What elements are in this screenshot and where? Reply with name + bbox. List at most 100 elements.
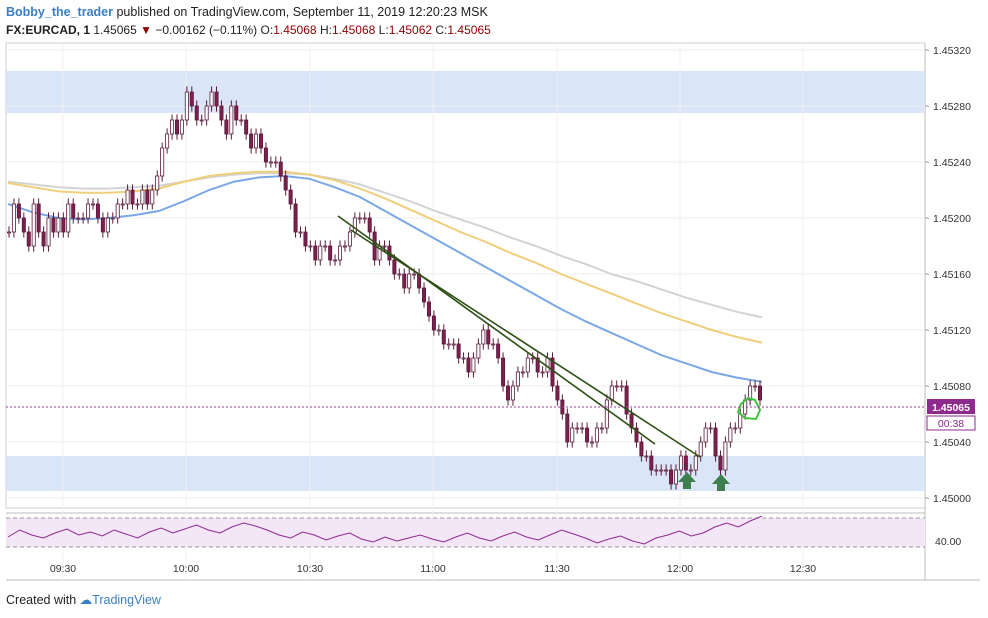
time-axis: 09:30 10:00 10:30 11:00 11:30 12:00 12:30	[50, 563, 816, 575]
candle-body	[46, 217, 51, 247]
candle-body	[471, 357, 476, 373]
candle-body	[713, 427, 718, 457]
candle-body	[21, 217, 26, 233]
symbol-label: FX:EURCAD, 1	[6, 23, 91, 37]
price-badge-box	[927, 399, 975, 414]
countdown-value: 00:38	[938, 418, 964, 430]
candle-body	[565, 413, 570, 443]
trendline-lower[interactable]	[350, 229, 701, 458]
support-resistance-zones	[6, 71, 925, 491]
candle-body	[244, 119, 249, 135]
candle-body	[723, 441, 728, 471]
candle-body	[51, 217, 56, 233]
candle-body	[510, 385, 515, 401]
candle-body	[323, 245, 328, 248]
ema-slow-line	[7, 172, 763, 319]
candle-body	[698, 441, 703, 457]
candle-body	[189, 91, 194, 107]
candle-body	[293, 203, 298, 233]
candle-body	[535, 357, 540, 373]
rsi-line	[7, 515, 763, 545]
candle-body	[95, 203, 100, 219]
candle-body	[594, 427, 599, 443]
candle-body	[496, 343, 501, 359]
candle-body	[254, 133, 259, 149]
candle-body	[120, 203, 125, 206]
candle-body	[486, 329, 491, 345]
candle-body	[412, 273, 417, 276]
close-label: C:	[435, 23, 448, 37]
candle-body	[456, 343, 461, 359]
price-tick-label: 1.45240	[933, 157, 971, 169]
candle-body	[328, 245, 333, 261]
candle-body	[105, 217, 110, 233]
candle-body	[614, 385, 619, 388]
candle-body	[338, 245, 343, 261]
price-zone[interactable]	[6, 71, 925, 113]
candle-body	[461, 357, 466, 360]
candle-body	[219, 105, 224, 121]
candle-body	[491, 343, 496, 346]
high-label: H:	[319, 23, 332, 37]
open-value: 1.45068	[273, 23, 317, 37]
up-arrows	[678, 472, 730, 491]
candle-body	[214, 91, 219, 107]
candle-body	[283, 175, 288, 191]
candle-body	[426, 301, 431, 317]
low-value: 1.45062	[388, 23, 433, 37]
tradingview-brand[interactable]: TradingView	[92, 593, 161, 607]
price-tick-label: 1.45120	[933, 325, 971, 337]
candle-body	[580, 427, 585, 430]
candle-body	[71, 203, 76, 219]
candle-body	[303, 231, 308, 247]
author-name[interactable]: Bobby_the_trader	[6, 5, 113, 19]
down-arrow-icon: ▼	[140, 23, 152, 37]
tradingview-logo-icon: ☁	[79, 593, 93, 607]
candle-body	[639, 441, 644, 457]
candle-body	[11, 203, 16, 233]
candle-body	[268, 161, 273, 164]
last-price: 1.45065	[93, 23, 137, 37]
candle-body	[224, 119, 229, 135]
candle-body	[624, 385, 629, 415]
candle-body	[145, 189, 150, 205]
candle-body	[90, 203, 95, 206]
rsi-axis-label: 40.00	[935, 536, 961, 548]
candle-body	[708, 427, 713, 430]
candle-body	[609, 385, 614, 401]
candle-body	[179, 119, 184, 135]
price-zone[interactable]	[6, 456, 925, 491]
candle-body	[555, 385, 560, 401]
candle-body	[520, 371, 525, 374]
candle-body	[758, 385, 763, 401]
candle-body	[36, 203, 41, 233]
highlight-circle	[736, 396, 762, 421]
candle-body	[170, 119, 175, 135]
candle-body	[234, 105, 239, 121]
candle-body	[678, 455, 683, 471]
candle-body	[249, 133, 254, 149]
candle-body	[540, 371, 545, 374]
candle-body	[599, 427, 604, 430]
candle-body	[26, 231, 31, 247]
candle-body	[313, 245, 318, 261]
candlesticks	[7, 86, 763, 490]
candle-body	[407, 273, 412, 289]
price-tick-label: 1.45200	[933, 213, 971, 225]
price-badge: 1.45065 00:38	[926, 399, 976, 431]
candle-body	[184, 91, 189, 121]
candle-body	[733, 427, 738, 430]
candle-body	[669, 469, 674, 485]
created-with-text: Created with	[6, 593, 77, 607]
candle-body	[150, 189, 155, 205]
candle-body	[728, 427, 733, 443]
candle-body	[703, 427, 708, 443]
trendline-upper[interactable]	[337, 215, 656, 445]
time-tick-label: 09:30	[50, 563, 76, 575]
high-value: 1.45068	[331, 23, 376, 37]
low-label: L:	[378, 23, 389, 37]
candle-body	[194, 105, 199, 121]
candle-body	[392, 259, 397, 275]
candle-body	[288, 189, 293, 205]
